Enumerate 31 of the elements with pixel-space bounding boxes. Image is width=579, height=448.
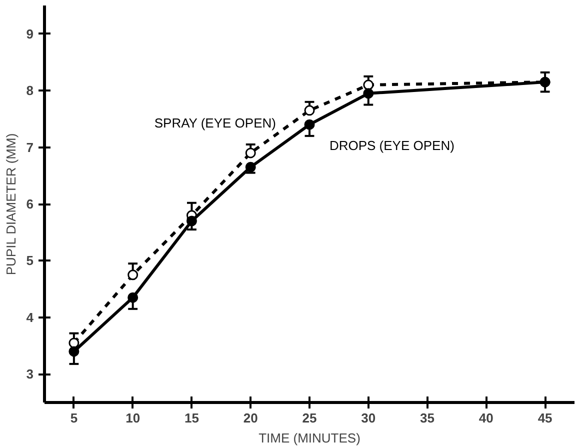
y-tick-label: 8 xyxy=(26,83,34,98)
point xyxy=(245,162,256,172)
y-tick-label: 9 xyxy=(26,26,34,42)
point xyxy=(304,119,315,130)
point xyxy=(128,292,138,303)
series-label: DROPS (EYE OPEN) xyxy=(329,138,454,153)
x-tick-label: 25 xyxy=(302,410,317,426)
x-tick-label: 30 xyxy=(361,410,376,426)
y-tick-label: 6 xyxy=(26,196,34,212)
x-tick-label: 10 xyxy=(126,410,140,426)
point xyxy=(128,270,138,280)
point xyxy=(68,338,80,348)
point xyxy=(68,346,80,357)
y-tick-label: 7 xyxy=(26,140,34,155)
x-tick-label: 45 xyxy=(538,410,552,426)
x-tick-label: 15 xyxy=(184,410,199,426)
x-axis-title: TIME (MINUTES) xyxy=(258,430,360,446)
point xyxy=(304,105,315,116)
x-tick-label: 20 xyxy=(243,410,258,426)
point xyxy=(363,88,374,99)
y-axis-title: PUPIL DIAMETER (MM) xyxy=(3,133,18,276)
y-tick-label: 4 xyxy=(26,310,34,325)
y-tick-label: 5 xyxy=(26,253,34,268)
point xyxy=(245,148,256,158)
x-tick-label: 40 xyxy=(478,410,494,426)
point xyxy=(186,216,197,226)
y-tick-label: 3 xyxy=(26,366,34,382)
x-tick-label: 5 xyxy=(70,410,78,426)
x-tick-label: 35 xyxy=(420,410,435,426)
series-label: SPRAY (EYE OPEN) xyxy=(154,115,276,130)
point xyxy=(363,80,374,90)
